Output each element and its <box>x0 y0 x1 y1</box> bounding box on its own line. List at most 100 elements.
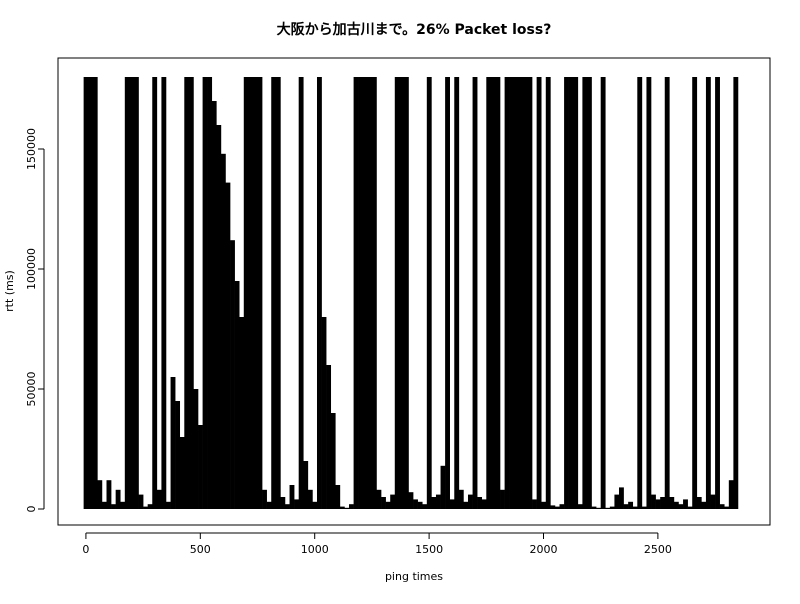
spike <box>335 484 341 509</box>
spike <box>440 465 446 509</box>
spike <box>234 281 240 509</box>
spike <box>262 489 267 509</box>
spike <box>559 504 565 509</box>
spike <box>138 494 144 509</box>
spike <box>646 77 652 509</box>
x-tick-label: 0 <box>82 543 89 556</box>
spike <box>330 412 336 509</box>
spike <box>545 77 551 509</box>
spike <box>701 501 707 509</box>
spike <box>472 77 478 509</box>
spike <box>111 504 116 509</box>
spike <box>252 77 258 509</box>
spike <box>435 494 441 509</box>
plot-area <box>83 77 739 509</box>
spike <box>504 77 510 509</box>
spike <box>683 499 688 509</box>
spike <box>143 506 148 509</box>
spike <box>710 494 716 509</box>
spike <box>303 460 309 509</box>
spike <box>184 77 190 509</box>
spike <box>660 496 666 509</box>
spike <box>591 506 597 509</box>
spike <box>326 364 332 509</box>
spike <box>541 501 547 509</box>
spike <box>522 77 528 509</box>
spike <box>376 489 382 509</box>
spike <box>445 77 450 509</box>
spike <box>239 316 245 509</box>
spike <box>518 77 524 509</box>
spike <box>532 499 537 509</box>
spike <box>381 496 386 509</box>
spike <box>120 501 126 509</box>
spike <box>500 489 505 509</box>
spike <box>101 501 107 509</box>
spike <box>394 77 400 509</box>
spike <box>188 77 194 509</box>
spike <box>417 501 423 509</box>
spike <box>577 504 583 509</box>
spike <box>669 496 675 509</box>
spike <box>202 77 208 509</box>
spike <box>422 504 428 509</box>
spike <box>403 77 409 509</box>
spike <box>724 506 730 509</box>
y-axis-label: rtt (ms) <box>3 270 16 312</box>
spike <box>106 480 112 509</box>
spike <box>129 77 135 509</box>
spike <box>513 77 519 509</box>
spike <box>673 501 679 509</box>
spike <box>637 77 643 509</box>
spike <box>216 125 222 509</box>
spike <box>198 424 203 509</box>
spike <box>573 77 579 509</box>
spike <box>316 77 322 509</box>
spike <box>312 501 318 509</box>
spike <box>225 182 231 509</box>
spike <box>481 499 487 509</box>
spike <box>385 501 391 509</box>
spike <box>294 499 299 509</box>
x-axis-label: ping times <box>385 570 443 583</box>
spike <box>115 489 121 509</box>
spike <box>275 77 281 509</box>
spike <box>536 77 542 509</box>
spike <box>582 77 588 509</box>
x-tick-label: 1000 <box>301 543 329 556</box>
plot-box <box>57 57 771 526</box>
spike <box>92 77 98 509</box>
spike <box>271 77 277 509</box>
spike <box>586 77 592 509</box>
spike <box>632 506 638 509</box>
spike <box>477 496 483 509</box>
spike <box>339 506 345 509</box>
chart-title: 大阪から加古川まで。26% Packet loss? <box>277 21 552 38</box>
spike <box>651 494 656 509</box>
spike <box>97 480 103 509</box>
spike <box>362 77 368 509</box>
spike <box>344 507 350 509</box>
spike <box>527 77 533 509</box>
spike <box>367 77 373 509</box>
spike <box>83 77 89 509</box>
spike <box>220 153 226 509</box>
spike <box>728 480 734 509</box>
spike <box>426 77 432 509</box>
spike <box>614 494 620 509</box>
spike <box>715 77 720 509</box>
spike <box>733 77 739 509</box>
spike <box>449 499 455 509</box>
spike <box>179 436 185 509</box>
spike <box>353 77 359 509</box>
spike <box>257 77 263 509</box>
spike <box>687 506 693 509</box>
spike <box>408 492 414 509</box>
x-tick-label: 2000 <box>529 543 557 556</box>
spike <box>554 506 560 509</box>
spike <box>719 504 725 509</box>
spike <box>207 77 213 509</box>
spike <box>88 77 94 509</box>
spike <box>193 388 199 509</box>
spike <box>390 494 396 509</box>
